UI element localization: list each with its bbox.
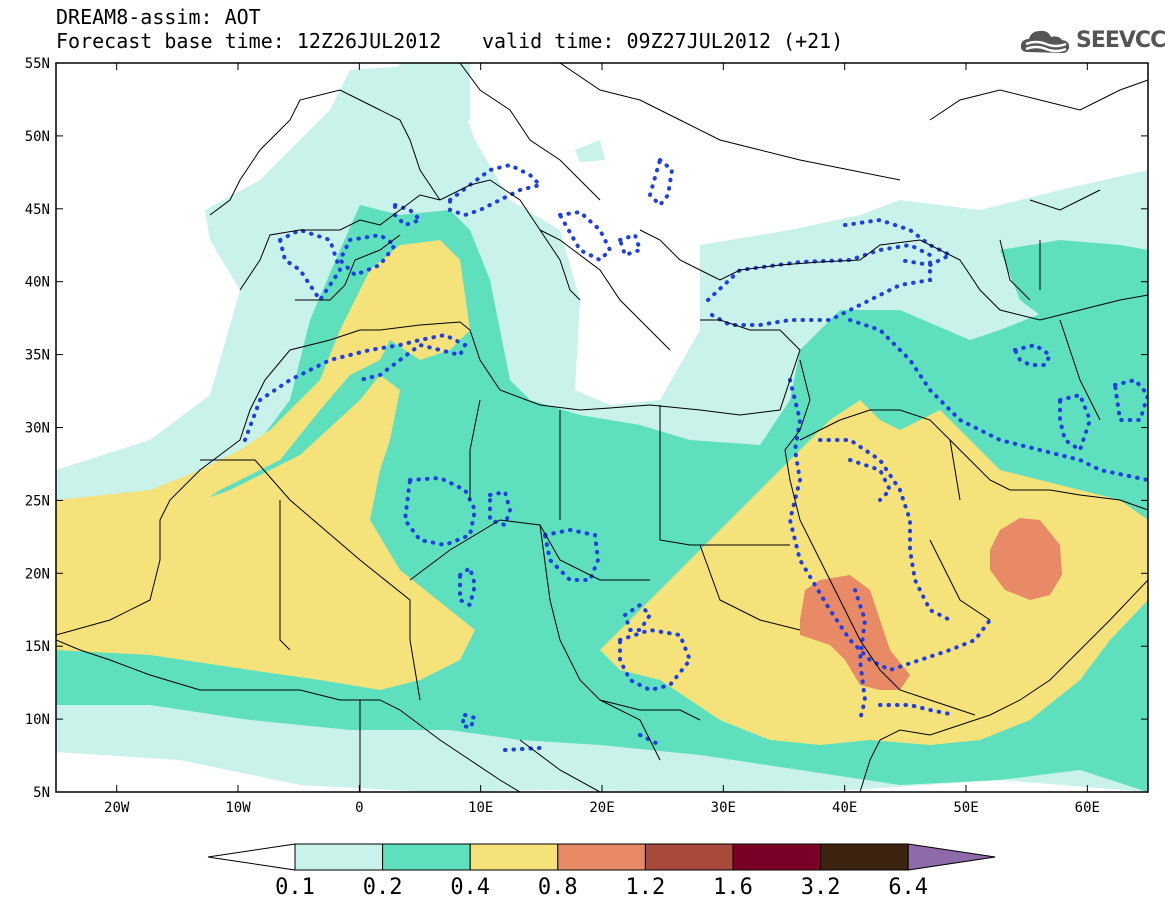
lat-tick-label: 20N [25, 566, 50, 582]
lat-tick-label: 55N [25, 56, 50, 72]
seevccc-logo: SEEVCCC [1018, 24, 1165, 60]
aot-band-0.4-sahara [56, 375, 475, 690]
colorbar-segment [820, 843, 909, 871]
aot-band-0.4-west [56, 240, 470, 525]
lon-tick-label: 10W [225, 800, 251, 816]
colorbar-label: 1.6 [713, 875, 753, 900]
lat-tick-label: 15N [25, 639, 50, 655]
colorbar-label: 0.4 [450, 875, 490, 900]
colorbar-high-arrow [907, 843, 996, 871]
colorbar-segment [557, 843, 646, 871]
logo-text: SEEVCCC [1076, 28, 1165, 53]
lat-tick-label: 50N [25, 129, 50, 145]
colorbar-segment [644, 843, 734, 871]
latitude-axis: 55N 50N 45N 40N 35N 30N 25N 20N 15N 10N 5N [25, 56, 1148, 801]
lon-tick-label: 10E [468, 800, 493, 816]
colorbar-segment [732, 843, 822, 871]
aot-band-0.2-caspian [1000, 240, 1148, 350]
colorbar-label: 0.2 [363, 875, 403, 900]
colorbar-label: 3.2 [801, 875, 841, 900]
map-title: DREAM8-assim: AOT [56, 5, 261, 29]
longitude-axis: 20W 10W 0 10E 20E 30E 40E 50E 60E [104, 63, 1100, 816]
lat-tick-label: 45N [25, 202, 50, 218]
lat-tick-label: 35N [25, 348, 50, 364]
lat-tick-label: 5N [33, 785, 50, 801]
lon-tick-label: 60E [1075, 800, 1100, 816]
lat-tick-label: 30N [25, 421, 50, 437]
aot-band-0.1-east [575, 140, 605, 162]
colorbar: 0.1 0.2 0.4 0.8 1.2 1.6 3.2 6.4 [207, 843, 996, 900]
lon-tick-label: 50E [953, 800, 978, 816]
colorbar-segment [469, 843, 559, 871]
valid-time: valid time: 09Z27JUL2012 (+21) [482, 29, 844, 53]
lon-tick-label: 20W [104, 800, 130, 816]
colorbar-segment [382, 843, 471, 871]
colorbar-label: 1.2 [626, 875, 666, 900]
lon-tick-label: 30E [711, 800, 736, 816]
cloud-icon [1020, 30, 1070, 53]
lat-tick-label: 25N [25, 493, 50, 509]
colorbar-low-arrow [207, 843, 296, 871]
aot-band-0.1-north [380, 63, 470, 140]
aot-band-0.8-redsea [800, 575, 910, 690]
aot-band-0.8-arabia [990, 518, 1062, 600]
colorbar-label: 6.4 [888, 875, 928, 900]
lat-tick-label: 40N [25, 275, 50, 291]
aot-band-0.4-east [600, 400, 1148, 745]
colorbar-segment [294, 843, 384, 871]
country-borders [200, 240, 1101, 792]
lon-tick-label: 20E [589, 800, 614, 816]
lat-tick-label: 10N [25, 712, 50, 728]
coastlines [56, 63, 1148, 792]
forecast-base-time: Forecast base time: 12Z26JUL2012 [56, 29, 442, 53]
colorbar-label: 0.8 [538, 875, 578, 900]
aot-shading [56, 63, 1148, 792]
lon-tick-label: 40E [832, 800, 857, 816]
lon-tick-label: 0 [355, 800, 363, 816]
colorbar-label: 0.1 [275, 875, 315, 900]
